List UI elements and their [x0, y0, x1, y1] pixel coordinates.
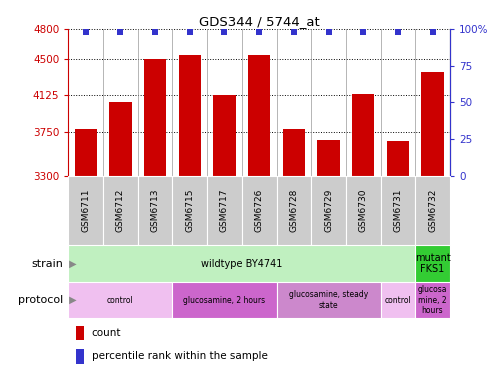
- FancyBboxPatch shape: [172, 176, 207, 245]
- Text: glucosa
mine, 2
hours: glucosa mine, 2 hours: [417, 285, 447, 315]
- Bar: [386, 141, 408, 176]
- FancyBboxPatch shape: [414, 245, 449, 282]
- Bar: [76, 326, 84, 340]
- Bar: [178, 55, 201, 176]
- Text: percentile rank within the sample: percentile rank within the sample: [92, 351, 267, 362]
- Text: control: control: [384, 296, 410, 305]
- FancyBboxPatch shape: [207, 176, 242, 245]
- FancyBboxPatch shape: [68, 282, 172, 318]
- Text: GSM6711: GSM6711: [81, 189, 90, 232]
- Text: GSM6713: GSM6713: [150, 189, 159, 232]
- Text: ▶: ▶: [66, 295, 77, 305]
- Bar: [247, 55, 270, 176]
- Text: control: control: [107, 296, 134, 305]
- Text: GSM6712: GSM6712: [116, 189, 125, 232]
- FancyBboxPatch shape: [68, 245, 414, 282]
- Text: protocol: protocol: [18, 295, 63, 305]
- Text: mutant
FKS1: mutant FKS1: [414, 253, 449, 274]
- FancyBboxPatch shape: [345, 176, 380, 245]
- Bar: [74, 129, 97, 176]
- FancyBboxPatch shape: [276, 176, 310, 245]
- Text: GSM6731: GSM6731: [392, 189, 402, 232]
- FancyBboxPatch shape: [414, 282, 449, 318]
- FancyBboxPatch shape: [380, 176, 414, 245]
- Text: GSM6715: GSM6715: [185, 189, 194, 232]
- Text: GSM6729: GSM6729: [324, 189, 332, 232]
- FancyBboxPatch shape: [414, 176, 449, 245]
- Bar: [317, 139, 339, 176]
- FancyBboxPatch shape: [103, 176, 138, 245]
- Bar: [213, 95, 235, 176]
- FancyBboxPatch shape: [242, 176, 276, 245]
- Text: GSM6728: GSM6728: [289, 189, 298, 232]
- Text: glucosamine, steady
state: glucosamine, steady state: [288, 290, 367, 310]
- FancyBboxPatch shape: [138, 176, 172, 245]
- Bar: [282, 129, 305, 176]
- Text: count: count: [92, 328, 121, 338]
- Text: ▶: ▶: [66, 258, 77, 269]
- Text: wildtype BY4741: wildtype BY4741: [201, 258, 282, 269]
- Text: GSM6730: GSM6730: [358, 189, 367, 232]
- FancyBboxPatch shape: [172, 282, 276, 318]
- Text: GSM6717: GSM6717: [220, 189, 228, 232]
- Text: GSM6732: GSM6732: [427, 189, 436, 232]
- Text: GSM6726: GSM6726: [254, 189, 263, 232]
- FancyBboxPatch shape: [380, 282, 414, 318]
- Title: GDS344 / 5744_at: GDS344 / 5744_at: [199, 15, 319, 28]
- Bar: [76, 349, 84, 364]
- Bar: [143, 59, 166, 176]
- Bar: [109, 102, 131, 176]
- Bar: [351, 94, 374, 176]
- Text: glucosamine, 2 hours: glucosamine, 2 hours: [183, 296, 265, 305]
- FancyBboxPatch shape: [276, 282, 380, 318]
- FancyBboxPatch shape: [310, 176, 345, 245]
- FancyBboxPatch shape: [68, 176, 103, 245]
- Bar: [421, 72, 443, 176]
- Text: strain: strain: [32, 258, 63, 269]
